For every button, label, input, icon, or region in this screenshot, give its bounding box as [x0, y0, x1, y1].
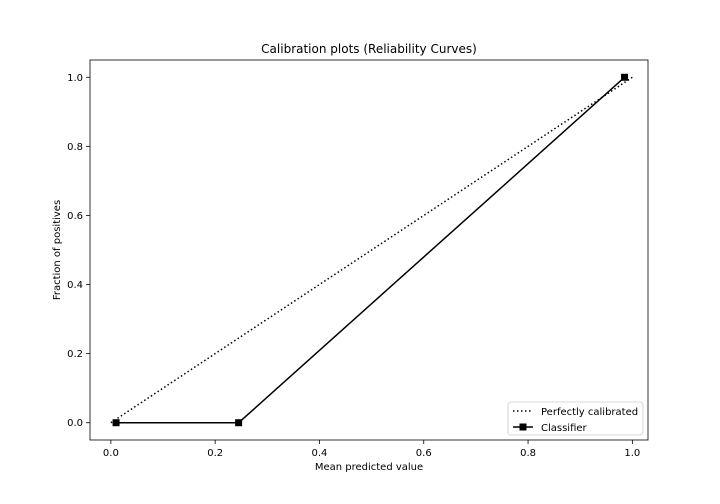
x-tick-label: 0.8 — [520, 448, 536, 459]
x-tick-label: 0.6 — [416, 448, 432, 459]
plot-frame — [89, 59, 649, 441]
y-tick-label: 0.6 — [67, 211, 83, 222]
legend-classifier-marker — [519, 423, 527, 431]
legend-classifier-label: Classifier — [541, 423, 588, 434]
y-axis: 0.0 0.2 0.4 0.6 0.8 1.0 — [67, 73, 90, 429]
perfectly-calibrated-line — [110, 76, 633, 424]
classifier-point — [621, 73, 629, 81]
legend-box — [507, 401, 644, 436]
x-tick-label: 1.0 — [624, 448, 640, 459]
chart-title: Calibration plots (Reliability Curves) — [261, 42, 477, 56]
plot-area — [89, 59, 649, 441]
y-tick-label: 0.0 — [67, 418, 83, 429]
x-axis: 0.0 0.2 0.4 0.6 0.8 1.0 — [103, 440, 640, 459]
y-tick-label: 0.2 — [67, 349, 83, 360]
classifier-point — [112, 419, 120, 427]
x-tick-label: 0.4 — [312, 448, 328, 459]
legend: Perfectly calibrated Classifier — [507, 401, 644, 436]
x-tick-label: 0.0 — [103, 448, 119, 459]
x-axis-label: Mean predicted value — [315, 462, 423, 473]
y-tick-label: 0.8 — [67, 142, 83, 153]
y-tick-label: 0.4 — [67, 280, 83, 291]
legend-perfect-label: Perfectly calibrated — [541, 407, 638, 418]
classifier-point — [235, 419, 243, 427]
y-tick-label: 1.0 — [67, 73, 83, 84]
y-axis-label: Fraction of positives — [52, 200, 63, 300]
x-tick-label: 0.2 — [207, 448, 223, 459]
